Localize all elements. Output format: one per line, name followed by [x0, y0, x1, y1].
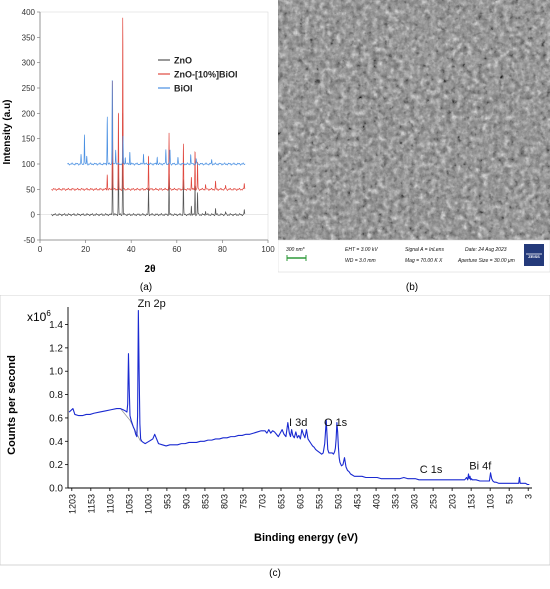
- xps-peak-annotation: Zn 2p: [138, 298, 166, 310]
- zeiss-logo-text: ZEISS: [528, 254, 540, 259]
- xrd-legend-label: ZnO: [174, 56, 192, 66]
- xps-x-tick-label: 403: [372, 494, 382, 509]
- xrd-x-tick-label: 20: [81, 245, 90, 254]
- xps-x-tick-label: 703: [257, 494, 267, 509]
- xps-x-tick-label: 553: [315, 494, 325, 509]
- xrd-x-tick-label: 100: [261, 245, 275, 254]
- xps-y-tick-label: 0.0: [49, 484, 63, 495]
- xrd-y-tick-label: 350: [22, 33, 36, 42]
- sem-info-strip: [277, 239, 550, 273]
- xps-x-tick-label: 603: [296, 494, 306, 509]
- xrd-y-tick-label: 300: [22, 59, 36, 68]
- xps-peak-annotation: I 3d: [289, 417, 307, 429]
- xps-x-tick-label: 1103: [105, 494, 115, 513]
- xrd-x-tick-label: 80: [218, 245, 227, 254]
- xrd-legend: ZnO ZnO-[10%]BiOI BiOI: [158, 56, 238, 94]
- xps-panel: 0.0 0.2 0.4 0.6 0.8 1.0 1.2 1.4 1203 1153 1103 1053…: [0, 294, 550, 584]
- xps-y-tick-label: 0.6: [49, 413, 63, 424]
- sem-eht: EHT = 3.00 kV: [345, 247, 378, 253]
- xps-x-tick-label: 653: [276, 494, 286, 509]
- panel-c-caption: (c): [269, 568, 281, 579]
- xrd-y-axis-label: Intensity (a.u): [2, 99, 13, 164]
- xps-y-tick-label: 1.4: [49, 320, 63, 331]
- xps-x-tick-label: 1053: [124, 494, 134, 514]
- xps-series-survey: [68, 309, 530, 486]
- sem-wd: WD = 3.0 mm: [345, 258, 376, 264]
- xrd-x-tick-label: 60: [172, 245, 181, 254]
- panel-a-caption: (a): [140, 282, 152, 293]
- xps-x-tick-label: 1203: [67, 494, 77, 514]
- xps-peak-annotation: Bi 4f: [469, 460, 492, 472]
- xps-y-tick-label: 0.2: [49, 460, 63, 471]
- xrd-x-axis-label: 2θ: [145, 264, 156, 275]
- xrd-y-tick-label: 0: [31, 211, 36, 220]
- xps-multiplier: x106: [27, 309, 51, 324]
- xps-x-tick-label: 103: [486, 494, 496, 509]
- xps-x-axis-label: Binding energy (eV): [254, 532, 358, 544]
- xps-frame: [0, 294, 550, 566]
- xps-x-tick-label: 753: [238, 494, 248, 509]
- xps-x-tick-label: 853: [200, 494, 210, 509]
- xrd-y-tick-label: 150: [22, 135, 36, 144]
- zeiss-logo: ZEISS: [524, 244, 544, 266]
- xrd-series-zno: [51, 113, 246, 217]
- sem-figure: 300 nm* EHT = 3.00 kV WD = 3.0 mm Signal…: [277, 0, 550, 293]
- xps-x-tick-label: 3: [524, 494, 534, 499]
- xrd-legend-label: BiOI: [174, 84, 193, 94]
- xrd-x-tick-label: 0: [38, 245, 43, 254]
- xps-x-tick-label: 353: [391, 494, 401, 509]
- xps-x-tick-label: 203: [448, 494, 458, 509]
- xrd-y-tick-label: 200: [22, 109, 36, 118]
- xrd-y-tick-label: 250: [22, 84, 36, 93]
- xrd-x-tick-label: 40: [127, 245, 136, 254]
- sem-mag: Mag = 70.00 K X: [405, 258, 443, 264]
- xps-x-tick-label: 803: [219, 494, 229, 509]
- xps-x-tick-label: 1003: [143, 494, 153, 514]
- sem-scale-label: 300 nm*: [286, 247, 306, 253]
- xrd-y-tick-label: -50: [23, 236, 35, 245]
- xps-x-tick-label: 253: [429, 494, 439, 509]
- xrd-series-bioi: [67, 80, 246, 166]
- xrd-series-zno-10-bioi: [51, 17, 246, 191]
- xps-x-tick-label: 1153: [86, 494, 96, 513]
- xps-x-tick-label: 303: [410, 494, 420, 509]
- xps-x-tick-label: 53: [505, 494, 515, 504]
- xps-y-tick-label: 1.0: [49, 367, 63, 378]
- sem-panel: 300 nm* EHT = 3.00 kV WD = 3.0 mm Signal…: [277, 0, 550, 295]
- xps-peak-annotation: C 1s: [420, 464, 443, 476]
- xps-y-axis-label: Counts per second: [6, 355, 18, 455]
- xps-chart: 0.0 0.2 0.4 0.6 0.8 1.0 1.2 1.4 1203 1153 1103 1053…: [0, 294, 550, 579]
- xps-x-tick-label: 903: [181, 494, 191, 509]
- xps-y-tick-label: 0.4: [49, 437, 63, 448]
- panel-b-caption: (b): [406, 282, 418, 293]
- xps-peak-annotation: O 1s: [324, 417, 348, 429]
- xps-y-tick-label: 0.8: [49, 390, 63, 401]
- xrd-plot-area: [39, 11, 269, 241]
- xrd-y-tick-label: 50: [26, 185, 35, 194]
- xps-x-tick-label: 953: [162, 494, 172, 509]
- xps-y-tick-label: 1.2: [49, 343, 63, 354]
- xrd-panel: -50 0 50 100 150 200 250 300 350 400 0 20 40 60 80 100 …: [0, 0, 275, 295]
- xps-x-tick-label: 153: [467, 494, 477, 509]
- sem-signal: Signal A = InLens: [405, 247, 444, 253]
- xrd-y-tick-label: 400: [22, 8, 36, 17]
- xrd-y-tick-label: 100: [22, 160, 36, 169]
- xrd-legend-label: ZnO-[10%]BiOI: [174, 70, 238, 80]
- scale-bar: [286, 255, 307, 261]
- sem-aperture: Aperture Size = 30.00 μm: [457, 258, 515, 264]
- xps-x-tick-label: 453: [353, 494, 363, 509]
- xps-x-tick-label: 503: [334, 494, 344, 509]
- sem-date: Date: 24 Aug 2023: [465, 247, 507, 253]
